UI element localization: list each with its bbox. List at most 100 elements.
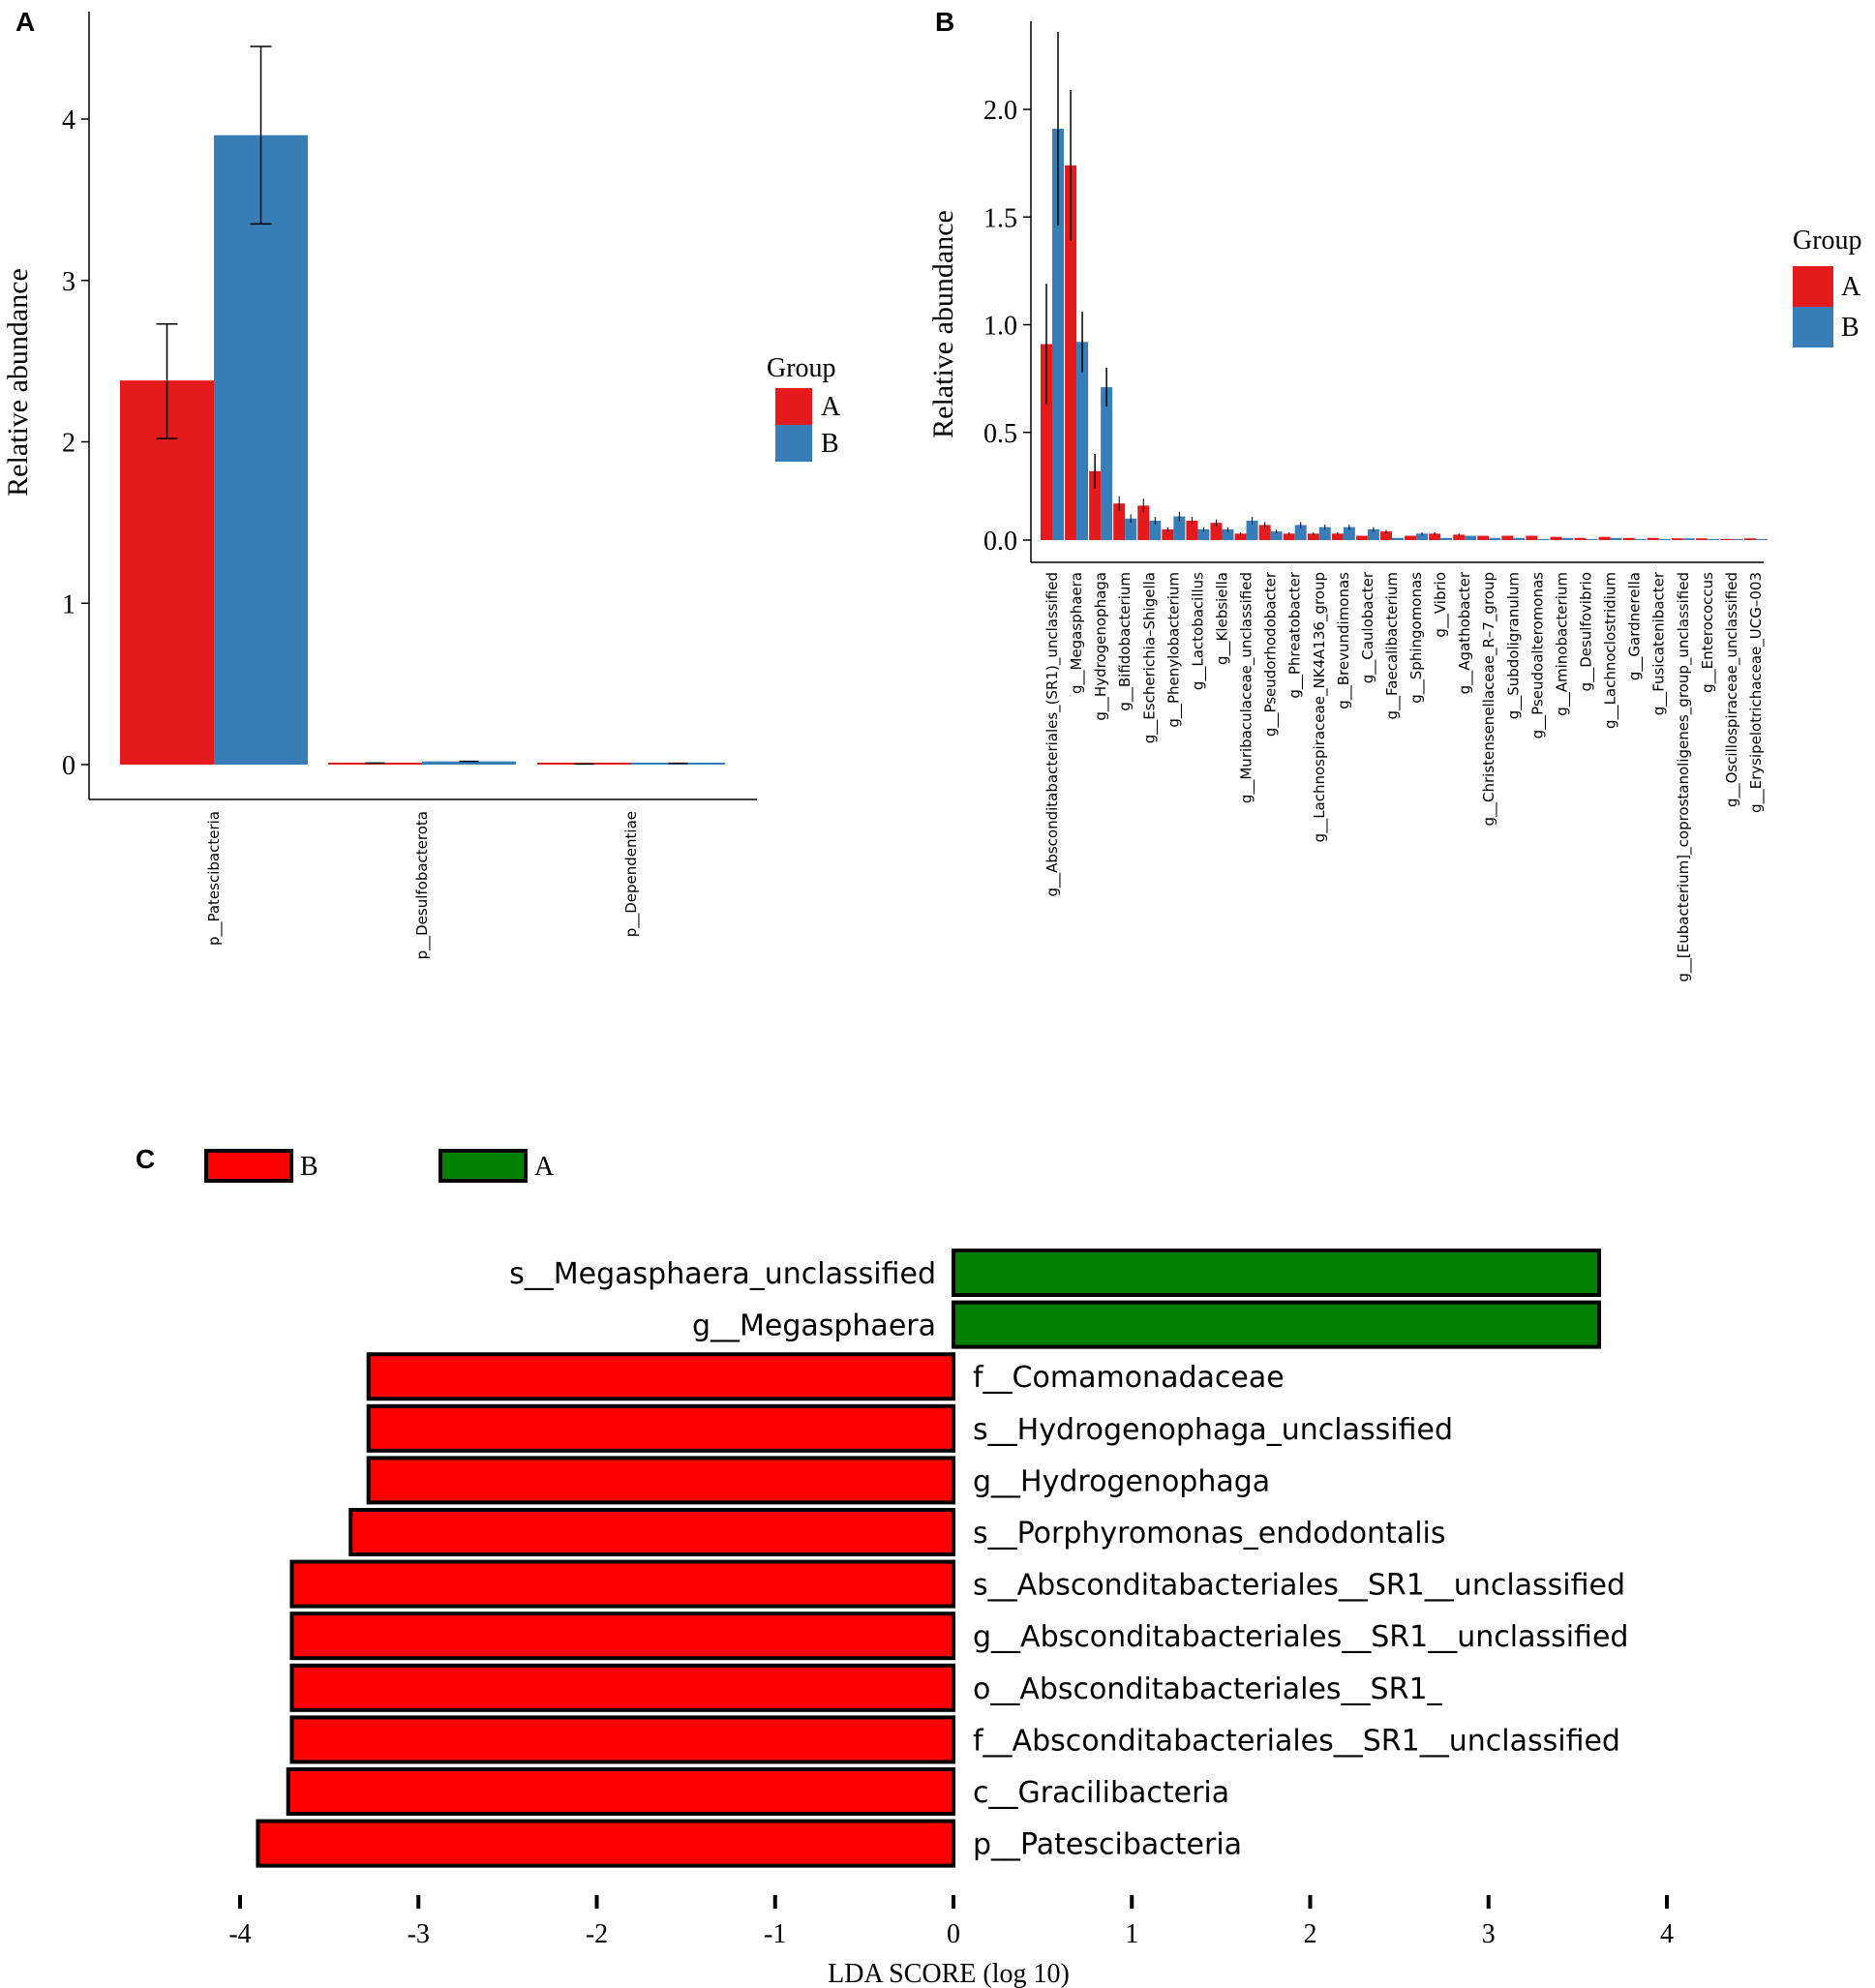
panel-b-bar — [1137, 505, 1150, 540]
panel-c-xtick-label: 2 — [1304, 1919, 1317, 1949]
panel-c-legend-label: B — [300, 1152, 318, 1182]
panel-b-bar — [1210, 523, 1223, 540]
panel-c-bar-label: c__Gracilibacteria — [973, 1776, 1229, 1810]
panel-b-bar — [1343, 527, 1355, 540]
panel-b-ytick-label: 0.5 — [983, 419, 1017, 449]
panel-b-bar — [1586, 538, 1598, 540]
panel-b-xtick-label: g__Lactobacillus — [1189, 572, 1207, 690]
panel-b-bar — [1162, 528, 1174, 540]
panel-c-bar — [289, 1559, 955, 1609]
panel-b-bar — [1173, 516, 1186, 540]
panel-b-ytick-label: 0.0 — [983, 527, 1017, 557]
panel-b-bar — [1598, 536, 1611, 540]
panel-b-xtick-label: g__Faecalibacterium — [1383, 572, 1402, 720]
panel-b-bar — [1658, 538, 1671, 540]
panel-a-xtick-label: p__Patescibacteria — [205, 811, 224, 946]
panel-c-bar-label: o__Absconditabacteriales__SR1_ — [973, 1672, 1443, 1706]
panel-b-xtick-label: g__Pseudorhodobacter — [1262, 571, 1281, 737]
panel-b-legend-title: Group — [1793, 226, 1862, 256]
panel-a-ytick-label: 1 — [62, 589, 76, 619]
panel-b-xtick-label: g__Vibrio — [1432, 572, 1450, 638]
panel-a-chart: Relative abundance Group AB 0 1 2 3 4 p__Pate… — [2, 12, 841, 959]
panel-b-xtick-label: g__Lachnospiraceae_NK4A136_group — [1311, 572, 1329, 842]
panel-b-bar — [1041, 344, 1052, 540]
panel-c-bar — [952, 1249, 1601, 1297]
panel-c-xtick-label: -2 — [586, 1919, 608, 1949]
panel-b-bar — [1089, 470, 1102, 540]
panel-b-bar — [1186, 520, 1198, 540]
panel-b-bar — [1113, 503, 1126, 540]
panel-b-bar — [1513, 537, 1526, 540]
panel-c-xtick-label: -4 — [228, 1919, 251, 1949]
panel-c-bar — [348, 1508, 955, 1556]
panel-a-bar — [422, 761, 516, 765]
panel-c-bar — [952, 1300, 1601, 1349]
panel-c-xtick-label: 0 — [947, 1919, 960, 1949]
panel-c-xtick-label: -3 — [408, 1919, 430, 1949]
panel-b-xtick-label: g__Escherichia–Shigella — [1140, 572, 1159, 743]
panel-a-bar — [120, 380, 214, 765]
panel-b-bar — [1465, 535, 1477, 540]
panel-b-bar — [1331, 533, 1344, 540]
panel-b-bar — [1550, 536, 1562, 540]
panel-label-a: A — [15, 7, 35, 37]
panel-b-xtick-label: g__Agathobacter — [1456, 571, 1474, 694]
panel-b-xtick-label: g__Erysipelotrichaceae_UCG–003 — [1747, 572, 1766, 813]
panel-b-bar — [1731, 538, 1743, 540]
panel-b-bar — [1270, 531, 1283, 540]
panel-b-xtick-label: g__Sphingomonas — [1407, 572, 1426, 704]
panel-b-xtick-label: g__Pseudoalteromonas — [1528, 572, 1547, 739]
panel-b-xtick-label: g__Bifidobacterium — [1116, 572, 1134, 711]
panel-b-bar — [1379, 531, 1392, 540]
panel-c-bar-label: s__Megasphaera_unclassified — [509, 1257, 936, 1291]
panel-b-bar — [1065, 165, 1077, 540]
panel-a-ytick-label: 4 — [62, 105, 76, 136]
panel-b-bar — [1052, 129, 1064, 540]
panel-b-bar — [1682, 538, 1695, 540]
panel-b-bar — [1719, 538, 1732, 540]
panel-b-bar — [1574, 537, 1587, 540]
panel-b-ylabel: Relative abundance — [927, 210, 959, 438]
panel-c-bar-label: s__Hydrogenophaga_unclassified — [973, 1413, 1453, 1447]
panel-b-legend-label: A — [1841, 272, 1861, 302]
panel-b-xtick-label: g__Gardnerella — [1626, 572, 1645, 680]
panel-b-xtick-label: g__Christensenellaceae_R–7_group — [1480, 572, 1498, 827]
panel-c-xtick-label: 1 — [1125, 1919, 1138, 1949]
panel-b-bar — [1671, 538, 1683, 540]
panel-b-bar — [1501, 535, 1514, 540]
panel-c-legend-label: A — [534, 1152, 555, 1182]
panel-c-xlabel: LDA SCORE (log 10) — [828, 1959, 1070, 1988]
panel-c-bar-label: f__Comamonadaceae — [973, 1361, 1285, 1395]
panel-b-bar — [1477, 535, 1490, 540]
panel-b-xtick-label: g__Brevundimonas — [1335, 572, 1353, 709]
panel-b-xtick-label: g__Oscillospiraceae_unclassified — [1723, 572, 1741, 807]
panel-b-xtick-label: g__Fusicatenibacter — [1650, 571, 1669, 715]
panel-a-ytick-label: 2 — [62, 429, 76, 459]
panel-c-bar — [256, 1819, 955, 1868]
panel-b-bar — [1197, 528, 1210, 540]
panel-b-bar — [1307, 533, 1319, 540]
panel-b-xtick-label: g__Desulfovibrio — [1578, 572, 1596, 691]
panel-b-xtick-label: g__Hydrogenophaga — [1092, 572, 1110, 721]
panel-b-bar — [1246, 520, 1258, 540]
panel-b-bar — [1756, 538, 1768, 540]
panel-b-xtick-label: g__Lachnoclostridium — [1602, 572, 1620, 729]
panel-b-bar — [1222, 528, 1234, 540]
panel-b-bar — [1537, 538, 1550, 540]
panel-b-bar — [1429, 533, 1441, 540]
panel-b-xtick-label: g__Enterococcus — [1699, 572, 1717, 693]
panel-c-bar — [286, 1767, 955, 1816]
panel-b-bar — [1440, 537, 1453, 540]
panel-b-ytick-label: 1.0 — [983, 312, 1017, 342]
panel-b-bar — [1283, 533, 1295, 540]
panel-b-chart: Relative abundance Group AB 0.0 0.5 1.0 1.5… — [927, 21, 1862, 982]
panel-b-bar — [1695, 538, 1708, 540]
panel-b-bar — [1391, 537, 1404, 540]
panel-b-xtick-label: g__Phenylobacterium — [1164, 572, 1183, 728]
panel-b-bar — [1294, 525, 1307, 540]
panel-b-bar — [1318, 527, 1331, 540]
panel-c-xtick-label: -1 — [764, 1919, 786, 1949]
panel-b-xtick-label: g__Klebsiella — [1213, 572, 1231, 665]
panel-c-bar-label: g__Absconditabacteriales__SR1__unclassif… — [973, 1620, 1628, 1654]
panel-label-b: B — [935, 7, 954, 37]
